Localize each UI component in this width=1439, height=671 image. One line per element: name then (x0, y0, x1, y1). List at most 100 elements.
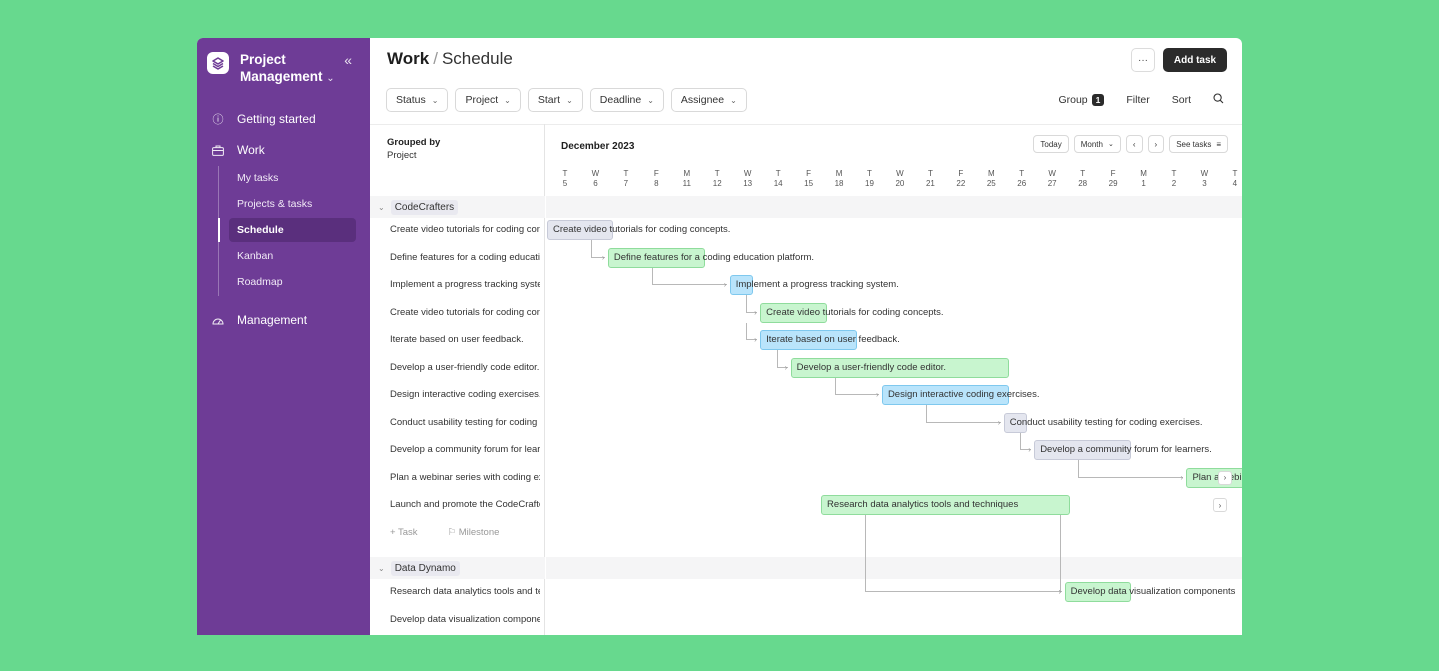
chevron-down-icon: ⌄ (647, 95, 654, 105)
task-row[interactable]: Conduct usability testing for coding exe… (390, 416, 540, 428)
view-select[interactable]: Month ⌄ (1073, 135, 1121, 153)
collapse-sidebar-icon[interactable]: « (344, 52, 352, 68)
timeline-tools: Today Month ⌄ ‹ › See tasks ≡ (1033, 135, 1228, 153)
arrow-right-icon: › (875, 390, 879, 399)
sidebar-item-my-tasks[interactable]: My tasks (237, 172, 279, 184)
task-row[interactable]: Develop a user-friendly code editor. (390, 361, 540, 373)
add-task-inline-button[interactable]: + Task (390, 526, 418, 538)
task-row[interactable]: Design interactive coding exercises. (390, 389, 540, 400)
nav-getting-started[interactable]: ⓘ Getting started (211, 111, 316, 127)
task-list-panel: Grouped by Project ⌄ CodeCrafters Create v… (370, 124, 545, 635)
task-row[interactable]: Launch and promote the CodeCrafters plat… (390, 499, 540, 510)
workspace-switcher[interactable]: Project Management ⌄ (207, 51, 340, 87)
task-bar[interactable] (881, 385, 1010, 405)
task-bar[interactable] (760, 330, 858, 350)
task-bar-label: Develop a user-friendly code editor. (796, 361, 947, 373)
group-band (546, 196, 1242, 218)
day-header: M 18 (834, 169, 844, 188)
breadcrumb-work[interactable]: Work (387, 49, 430, 68)
arrow-right-icon: › (1058, 587, 1062, 596)
task-row[interactable]: Plan a webinar series with coding expert… (390, 471, 540, 483)
sidebar-item-projects-tasks[interactable]: Projects & tasks (237, 198, 313, 210)
next-period-button[interactable]: › (1147, 135, 1165, 153)
task-bar-label: Develop a community forum for learners. (1040, 444, 1212, 455)
scroll-right-icon[interactable]: › (1218, 470, 1232, 485)
filter-assignee[interactable]: Assignee ⌄ (670, 88, 747, 112)
task-bar-label: Research data analytics tools and techni… (827, 499, 1019, 510)
sidebar-item-kanban[interactable]: Kanban (237, 250, 274, 262)
page-title: Work / Schedule (387, 49, 513, 69)
task-bar-label: Create video tutorials for coding concep… (766, 306, 944, 318)
nav-work[interactable]: Work (211, 143, 265, 157)
filter-deadline[interactable]: Deadline ⌄ (589, 88, 664, 112)
task-bar[interactable] (821, 495, 1071, 515)
task-row[interactable]: Research data analytics tools and techni… (390, 586, 540, 597)
filter-status[interactable]: Status ⌄ (386, 88, 449, 112)
task-bar[interactable] (790, 357, 1010, 378)
more-options-button[interactable]: ··· (1131, 48, 1155, 72)
task-bar[interactable] (1003, 412, 1027, 433)
group-button[interactable]: Group 1 (1036, 94, 1105, 106)
add-task-button[interactable]: Add task (1163, 48, 1227, 72)
filter-start[interactable]: Start ⌄ (527, 88, 583, 112)
dependency-connector (591, 240, 605, 258)
nav-management[interactable]: Management (211, 313, 307, 327)
nav-label: Management (237, 313, 308, 327)
task-row[interactable]: Create video tutorials for coding concep… (390, 224, 540, 235)
task-row[interactable]: Implement a progress tracking system. (390, 279, 540, 290)
filter-button[interactable]: Filter (1126, 94, 1150, 106)
sidebar-item-schedule[interactable]: Schedule (218, 218, 356, 242)
task-bar[interactable] (607, 247, 705, 268)
dependency-connector (1078, 460, 1184, 478)
dependency-connector (746, 322, 758, 340)
dependency-connector (746, 295, 758, 313)
add-milestone-button[interactable]: ⚐ Milestone (447, 526, 500, 538)
task-bar[interactable] (729, 275, 753, 295)
breadcrumb-schedule: Schedule (441, 49, 513, 68)
task-bar-label: Implement a progress tracking system. (735, 279, 899, 290)
task-bar[interactable] (1034, 440, 1132, 460)
add-row: + Task ⚐ Milestone (390, 527, 499, 538)
info-icon: ⓘ (212, 114, 224, 126)
group-band (546, 557, 1242, 579)
day-header: T 14 (773, 169, 783, 188)
group-header-codecrafters[interactable]: ⌄ CodeCrafters (370, 196, 545, 218)
grouped-by-value: Project (387, 150, 417, 161)
task-row[interactable]: Define features for a coding education p… (390, 251, 540, 263)
task-bar[interactable] (1064, 582, 1132, 602)
task-row[interactable]: Create video tutorials for coding concep… (390, 306, 540, 318)
sort-button[interactable]: Sort (1171, 94, 1191, 106)
dependency-connector (1060, 515, 1062, 592)
arrow-right-icon: › (1058, 587, 1062, 596)
task-row[interactable]: Develop a community forum for learners. (390, 444, 540, 455)
arrow-right-icon: › (997, 417, 1001, 427)
filter-project[interactable]: Project ⌄ (455, 88, 521, 112)
sidebar-item-roadmap[interactable]: Roadmap (237, 276, 283, 288)
arrow-right-icon: › (754, 307, 757, 317)
group-header-data-dynamo[interactable]: ⌄ Data Dynamo (370, 557, 545, 579)
filter-bar: Status ⌄ Project ⌄ Start ⌄ Deadline ⌄ Assign… (386, 88, 747, 112)
nav-label: Getting started (237, 112, 316, 126)
search-icon[interactable] (1213, 93, 1224, 107)
task-bar[interactable] (760, 302, 827, 323)
group-count-badge: 1 (1091, 94, 1105, 106)
chevron-down-icon: ⌄ (1107, 141, 1114, 148)
day-header: W 13 (743, 169, 753, 188)
nav-label: Work (237, 143, 265, 157)
task-row[interactable]: Iterate based on user feedback. (390, 334, 524, 345)
today-button[interactable]: Today (1033, 135, 1069, 153)
app-logo-icon (207, 52, 229, 74)
see-tasks-button[interactable]: See tasks ≡ (1169, 135, 1228, 153)
day-header: M 11 (682, 169, 691, 188)
task-row[interactable]: Develop data visualization components (390, 613, 540, 625)
day-header: F 15 (804, 169, 814, 188)
task-bar[interactable] (547, 220, 614, 240)
scroll-right-icon[interactable]: › (1213, 498, 1227, 512)
chevron-down-icon: ⌄ (431, 95, 439, 105)
prev-period-button[interactable]: ‹ (1125, 135, 1143, 153)
